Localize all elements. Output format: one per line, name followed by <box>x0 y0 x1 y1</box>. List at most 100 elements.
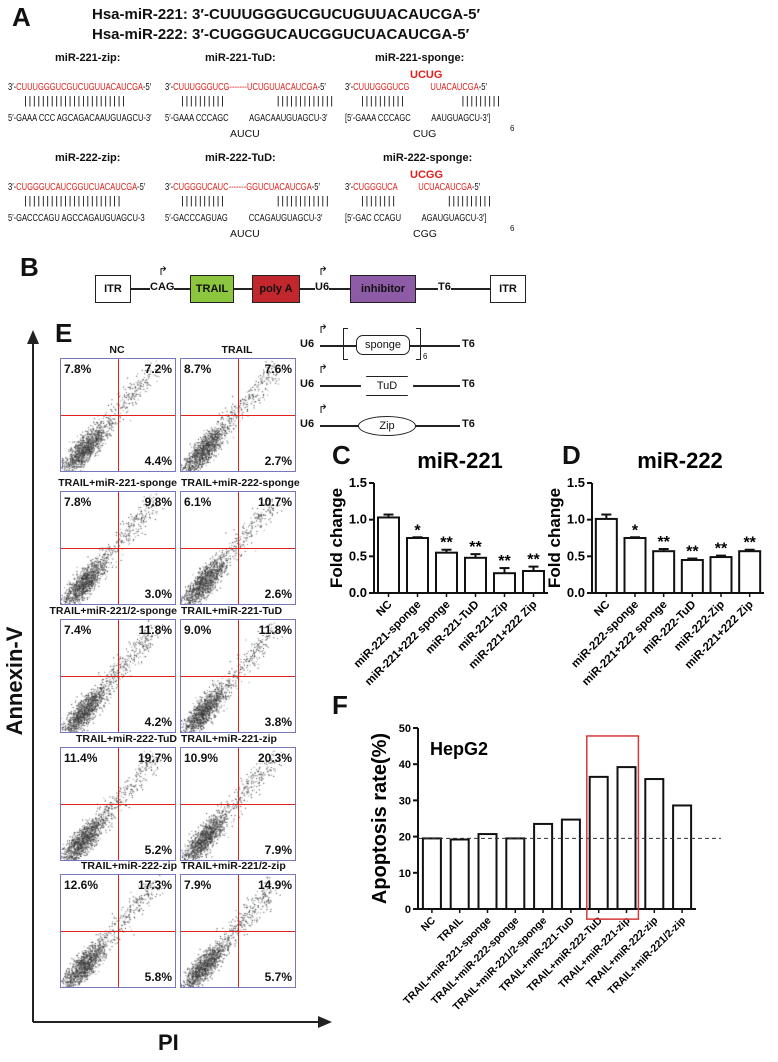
base-pairs: |||||||||| ||||||||||||| <box>181 95 335 107</box>
hsa-mir-222-seq: 3′-CUGGGUCAUCGGUCUACAUCGA-5′ <box>192 26 470 43</box>
arrow-right-icon <box>318 1016 332 1028</box>
guide-strand: 3′-CUGGGUCAUC-------GGUCUACAUCGA-5′ <box>165 181 320 193</box>
base-pairs: |||||||||| |||||||||||| <box>181 195 331 207</box>
promoter-arrow-icon: ↱ <box>318 362 329 376</box>
promoter-arrow-icon: ↱ <box>318 402 329 416</box>
bar <box>616 766 637 911</box>
bar <box>672 804 693 911</box>
flow-axes <box>27 330 332 1028</box>
quadrant-ur: 14.9% <box>257 878 292 892</box>
flow-plot-title: NC <box>109 344 125 356</box>
gate-vertical <box>238 875 239 987</box>
flow-plot: 7.4% 11.8% 4.2% <box>60 619 176 733</box>
chart-title: miR-222 <box>637 448 723 473</box>
flow-plot: 7.8% 7.2% 4.4% <box>60 358 176 472</box>
loop-seq: AUCU <box>230 228 260 240</box>
significance-mark: ** <box>715 541 728 558</box>
y-tick-label: 50 <box>399 723 411 735</box>
quadrant-lr: 3.0% <box>144 587 172 601</box>
t6-label: T6 <box>462 378 475 390</box>
zip-element: Zip <box>358 416 416 436</box>
bar <box>738 550 762 595</box>
mirna-binding-seq: CUGGGUCAUC-------GGUCUACAUCGA <box>173 181 312 193</box>
y-tick-label: 30 <box>399 795 411 807</box>
promoter-arrow-icon: ↱ <box>318 322 329 336</box>
hsa-mir-221-seq: 3′-CUUUGGGUCGUCUGUUACAUCGA-5′ <box>192 6 481 23</box>
strand-end: 3′- <box>165 181 174 193</box>
flow-plot: 7.8% 9.8% 3.0% <box>60 491 176 605</box>
sponge-element: sponge <box>356 335 410 355</box>
gate-vertical <box>118 875 119 987</box>
tud-element: TuD <box>360 376 414 396</box>
complementary-strand: 5′-GAAA CCCAGC AGACAAUGUAGCU-3′ <box>165 112 328 124</box>
bar <box>560 818 581 910</box>
highlight-box <box>586 735 640 920</box>
guide-strand: 3′-CUGGGUCAUCGGUCUACAUCGA-5′ <box>8 181 145 193</box>
flow-plot: 6.1% 10.7% 2.6% <box>180 491 296 605</box>
strand-end: 3′- <box>345 81 354 93</box>
construct-title: miR-221-zip: <box>55 52 121 64</box>
quadrant-lr: 5.7% <box>264 970 292 984</box>
bracket-left <box>343 328 348 360</box>
bar <box>421 837 442 910</box>
significance-mark: ** <box>657 534 670 551</box>
guide-strand: 3′-CUGGGUCA UCUACAUCGA-5′ <box>345 181 480 193</box>
bar <box>522 570 545 594</box>
quadrant-ul: 7.4% <box>64 623 92 637</box>
flow-plot: 7.9% 14.9% 5.7% <box>180 874 296 988</box>
bar <box>644 778 665 910</box>
hsa-mir-222-label: Hsa-miR-222: <box>92 26 188 43</box>
quadrant-ur: 20.3% <box>257 751 292 765</box>
bar <box>464 556 487 594</box>
loop-seq: CGG <box>413 228 437 240</box>
construct-title: miR-222-TuD: <box>205 152 276 164</box>
flow-plot: 8.7% 7.6% 2.7% <box>180 358 296 472</box>
quadrant-ur: 17.3% <box>137 878 172 892</box>
strand-end: -5′ <box>137 181 146 193</box>
base-pairs: |||||||||| ||||||||| <box>361 95 502 107</box>
promoter-arrow-icon: ↱ <box>158 264 169 278</box>
t6-label: T6 <box>462 418 475 430</box>
itr-box-2: ITR <box>490 275 526 303</box>
u6-label: U6 <box>300 418 315 430</box>
mirna-binding-seq: CUUUGGGUCG UUACAUCGA <box>353 81 479 93</box>
gate-vertical <box>238 359 239 471</box>
trail-box: TRAIL <box>190 275 234 303</box>
chart-title: miR-221 <box>417 448 503 473</box>
construct-title: miR-222-zip: <box>55 152 121 164</box>
base-pairs: |||||||||||||||||||||| <box>24 195 123 207</box>
significance-mark: ** <box>743 535 756 552</box>
y-tick-label: 0.0 <box>567 585 585 600</box>
flow-plot-title: TRAIL <box>221 344 253 356</box>
y-tick-label: 40 <box>399 759 411 771</box>
quadrant-ul: 7.9% <box>184 878 212 892</box>
significance-mark: ** <box>469 539 482 556</box>
construct-title: miR-221-TuD: <box>205 52 276 64</box>
significance-mark: * <box>632 522 639 539</box>
gate-vertical <box>238 620 239 732</box>
y-tick-label: 1.5 <box>349 475 367 490</box>
t6-label: T6 <box>462 338 475 350</box>
repeat-count: 6 <box>423 352 428 361</box>
quadrant-ul: 8.7% <box>184 362 212 376</box>
complementary-strand: 5′-GAAA CCC AGCAGACAAUGUAGCU-3′ <box>8 112 152 124</box>
quadrant-lr: 2.7% <box>264 454 292 468</box>
quadrant-ul: 6.1% <box>184 495 212 509</box>
mirna-binding-seq: CUGGGUCAUCGGUCUACAUCGA <box>16 181 138 193</box>
flow-plot: 9.0% 11.8% 3.8% <box>180 619 296 733</box>
quadrant-ur: 7.6% <box>264 362 292 376</box>
gate-vertical <box>118 492 119 604</box>
cag-promoter: CAG <box>150 281 175 293</box>
bar <box>449 838 470 910</box>
bar <box>594 517 618 595</box>
base-pairs: |||||||| |||||||||| <box>361 195 493 207</box>
y-tick-label: 1.5 <box>567 475 585 490</box>
bar <box>493 572 516 595</box>
flow-plot-title: TRAIL+miR-221-TuD <box>181 605 283 617</box>
y-tick-label: 0 <box>405 904 411 916</box>
u6-label: U6 <box>300 338 315 350</box>
x-tick-label: NC <box>419 914 439 934</box>
quadrant-lr: 7.9% <box>264 843 292 857</box>
quadrant-lr: 4.2% <box>144 715 172 729</box>
promoter-arrow-icon: ↱ <box>318 264 329 278</box>
